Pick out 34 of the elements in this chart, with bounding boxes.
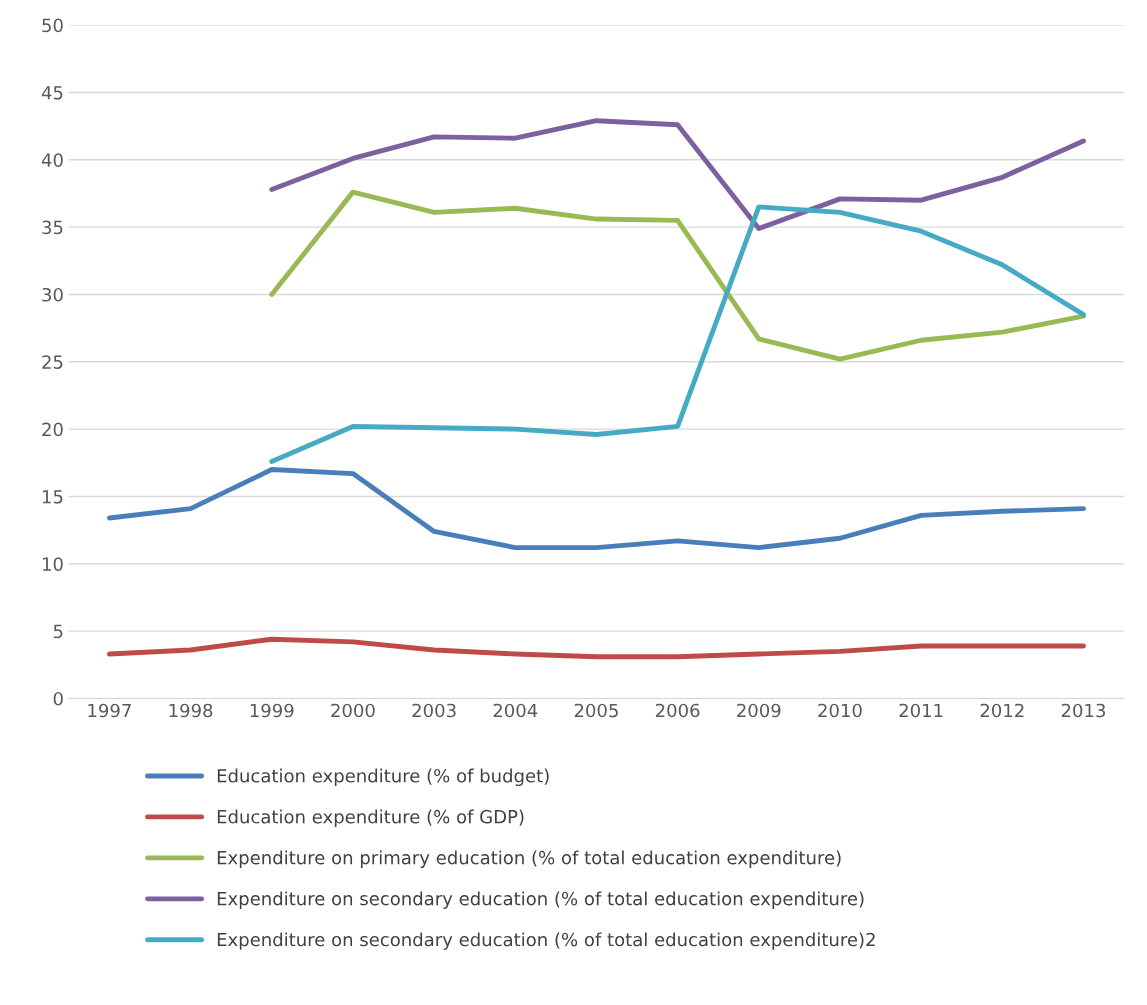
x-tick-label: 2003 [412, 703, 456, 718]
x-tick-label: 2004 [493, 703, 538, 718]
x-tick-label: 2012 [980, 703, 1024, 718]
x-tick-label: 2009 [737, 703, 781, 718]
y-tick-label: 15 [42, 490, 63, 504]
line-series [106, 636, 1086, 660]
y-tick-label: 40 [41, 153, 63, 167]
x-tick-label: 2005 [574, 703, 618, 718]
x-tick-label: 1999 [250, 703, 294, 718]
x-tick-label: 2006 [655, 703, 700, 718]
y-tick-label: 45 [41, 86, 63, 100]
legend-label: Expenditure on primary education (% of total education expenditure) [217, 850, 841, 868]
line-series [269, 189, 1086, 362]
x-tick-label: 2010 [818, 703, 862, 718]
y-tick-label: 50 [42, 18, 63, 33]
line-series [269, 118, 1086, 231]
legend-label: Education expenditure (% of GDP) [217, 809, 524, 828]
y-tick-label: 10 [42, 557, 63, 571]
y-tick-label: 5 [53, 624, 63, 639]
x-tick-label: 1997 [88, 703, 131, 718]
x-tick-label: 1998 [169, 703, 213, 718]
line-series [106, 467, 1086, 551]
y-tick-label: 25 [42, 355, 63, 369]
x-tick-label: 2011 [899, 703, 943, 718]
x-tick-label: 2000 [331, 703, 375, 718]
y-tick-label: 35 [42, 220, 63, 235]
line-series [269, 204, 1086, 464]
legend-label: Education expenditure (% of budget) [217, 768, 549, 787]
legend-label: Expenditure on secondary education (% of total education expenditure)2 [217, 932, 875, 950]
y-tick-label: 30 [42, 287, 63, 302]
x-tick-label: 2013 [1061, 703, 1105, 718]
y-tick-label: 0 [53, 691, 63, 706]
y-tick-label: 20 [42, 422, 63, 437]
legend-label: Expenditure on secondary education (% of total education expenditure) [217, 891, 864, 909]
